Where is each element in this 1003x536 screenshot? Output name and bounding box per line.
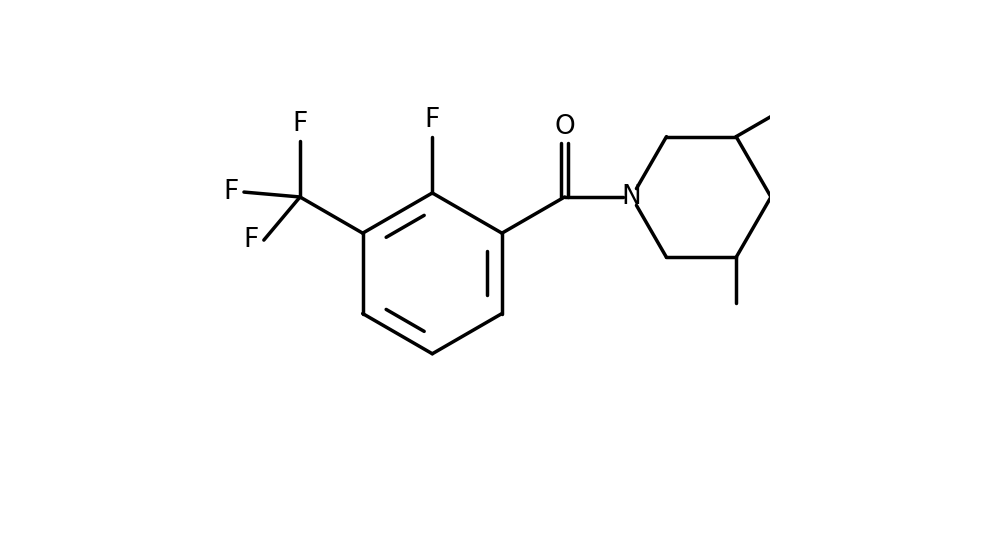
Text: F: F (243, 227, 258, 253)
Text: F: F (292, 111, 307, 137)
Text: N: N (621, 184, 641, 210)
Text: F: F (223, 179, 239, 205)
Text: O: O (554, 114, 575, 139)
Text: F: F (424, 107, 439, 133)
